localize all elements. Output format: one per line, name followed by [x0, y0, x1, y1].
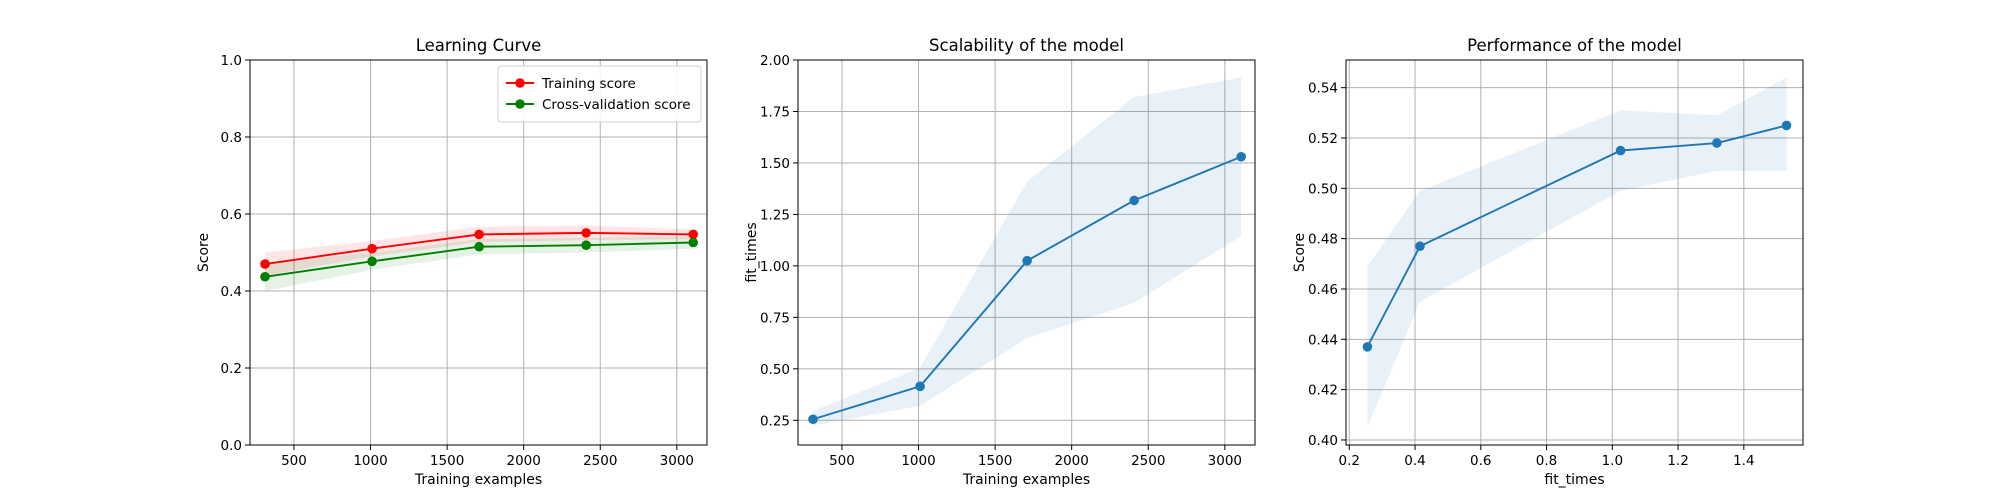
legend-box	[497, 65, 702, 123]
axes-frame	[797, 59, 1256, 446]
data-point	[1615, 145, 1626, 156]
y-tick-label: 0.44	[1308, 332, 1338, 348]
chart-title: Performance of the model	[1467, 36, 1682, 55]
data-point	[688, 229, 699, 240]
x-tick-label: 0.6	[1470, 453, 1491, 469]
data-point	[474, 229, 484, 240]
x-tick-label: 1.0	[1602, 453, 1623, 469]
y-tick-label: 0.40	[1308, 433, 1338, 449]
confidence-band	[265, 225, 694, 276]
y-tick-label: 0.0	[221, 438, 242, 454]
x-axis-label: Training examples	[962, 472, 1090, 488]
data-point	[367, 256, 377, 267]
data-point	[581, 228, 591, 238]
y-tick-label: 0.42	[1308, 383, 1338, 399]
y-tick-label: 1.75	[760, 104, 790, 120]
y-tick-label: 2.00	[760, 53, 790, 69]
x-tick-label: 1500	[978, 453, 1012, 469]
y-tick-label: 0.2	[221, 361, 242, 377]
chart-title: Learning Curve	[416, 36, 542, 55]
axes-frame	[1345, 59, 1804, 446]
y-tick-label: 0.6	[221, 207, 242, 223]
data-point	[808, 414, 818, 425]
x-tick-label: 1000	[353, 453, 387, 469]
y-axis-label: Score	[1292, 233, 1308, 272]
legend: Training score Cross-validation score	[497, 65, 702, 123]
x-tick-label: 0.4	[1404, 453, 1425, 469]
y-axis-label: fit_times	[744, 222, 760, 282]
axes-frame	[249, 59, 708, 446]
x-tick-label: 2000	[506, 453, 540, 469]
data-point	[474, 241, 484, 252]
x-tick-label: 500	[281, 453, 307, 469]
y-tick-label: 0.4	[221, 284, 242, 300]
data-point	[260, 271, 270, 282]
x-axis-label: fit_times	[1544, 472, 1604, 488]
data-point	[1362, 342, 1373, 352]
data-point	[1712, 138, 1722, 148]
y-tick-label: 0.52	[1308, 131, 1338, 147]
x-tick-label: 0.2	[1339, 453, 1360, 469]
x-tick-label: 1000	[901, 453, 935, 469]
x-tick-label: 3000	[1208, 453, 1242, 469]
data-point	[688, 237, 699, 248]
series-1	[808, 77, 1247, 426]
confidence-band	[813, 77, 1242, 426]
y-tick-label: 1.50	[760, 156, 790, 172]
y-tick-label: 0.46	[1308, 282, 1338, 298]
legend-label: Training score	[541, 76, 636, 92]
chart-title: Scalability of the model	[929, 36, 1124, 55]
grid	[798, 59, 1255, 445]
data-point	[260, 259, 270, 269]
data-point	[1129, 195, 1139, 206]
x-tick-label: 1500	[430, 453, 464, 469]
chart-3: 0.2 0.4 0.6 0.8 1.0 1.2 1.4 0.40 0.42 0.44 0.46 0.4…	[1292, 36, 1804, 488]
legend-marker	[515, 78, 525, 88]
y-tick-label: 0.25	[760, 413, 790, 429]
y-tick-label: 0.54	[1308, 81, 1338, 97]
data-point	[581, 240, 591, 250]
series-1	[1362, 77, 1792, 428]
data-point	[1781, 120, 1792, 131]
series-1	[260, 225, 699, 276]
y-tick-label: 0.8	[221, 130, 242, 146]
confidence-band	[1367, 77, 1787, 428]
x-tick-label: 0.8	[1536, 453, 1557, 469]
y-tick-label: 1.0	[221, 53, 242, 69]
data-point	[1236, 151, 1247, 162]
y-tick-label: 1.00	[760, 259, 790, 275]
x-axis-label: Training examples	[414, 472, 542, 488]
x-tick-label: 500	[829, 453, 855, 469]
data-point	[1415, 241, 1425, 252]
legend-label: Cross-validation score	[542, 97, 691, 113]
y-tick-label: 1.25	[760, 207, 790, 223]
grid	[1346, 60, 1803, 445]
chart-1: 500 1000 1500 2000 2500 3000 0.0 0.2 0.4 0.6 0.8 1.…	[196, 36, 708, 488]
y-tick-label: 0.48	[1308, 232, 1338, 248]
y-tick-label: 0.50	[1308, 181, 1338, 197]
x-tick-label: 2500	[583, 453, 617, 469]
legend-marker	[515, 99, 525, 109]
y-axis-label: Score	[196, 233, 212, 272]
x-tick-label: 2000	[1054, 453, 1088, 469]
y-tick-label: 0.50	[760, 362, 790, 378]
x-tick-label: 1.4	[1733, 453, 1754, 469]
confidence-band	[265, 236, 694, 291]
chart-2: 500 1000 1500 2000 2500 3000 0.25 0.50 0.75 1.00 1…	[744, 36, 1256, 488]
data-point	[367, 243, 377, 254]
y-tick-label: 0.75	[760, 310, 790, 326]
x-tick-label: 2500	[1131, 453, 1165, 469]
x-tick-label: 1.2	[1667, 453, 1688, 469]
x-tick-label: 3000	[660, 453, 694, 469]
data-point	[915, 381, 925, 392]
series-2	[260, 236, 699, 291]
data-point	[1022, 255, 1032, 266]
